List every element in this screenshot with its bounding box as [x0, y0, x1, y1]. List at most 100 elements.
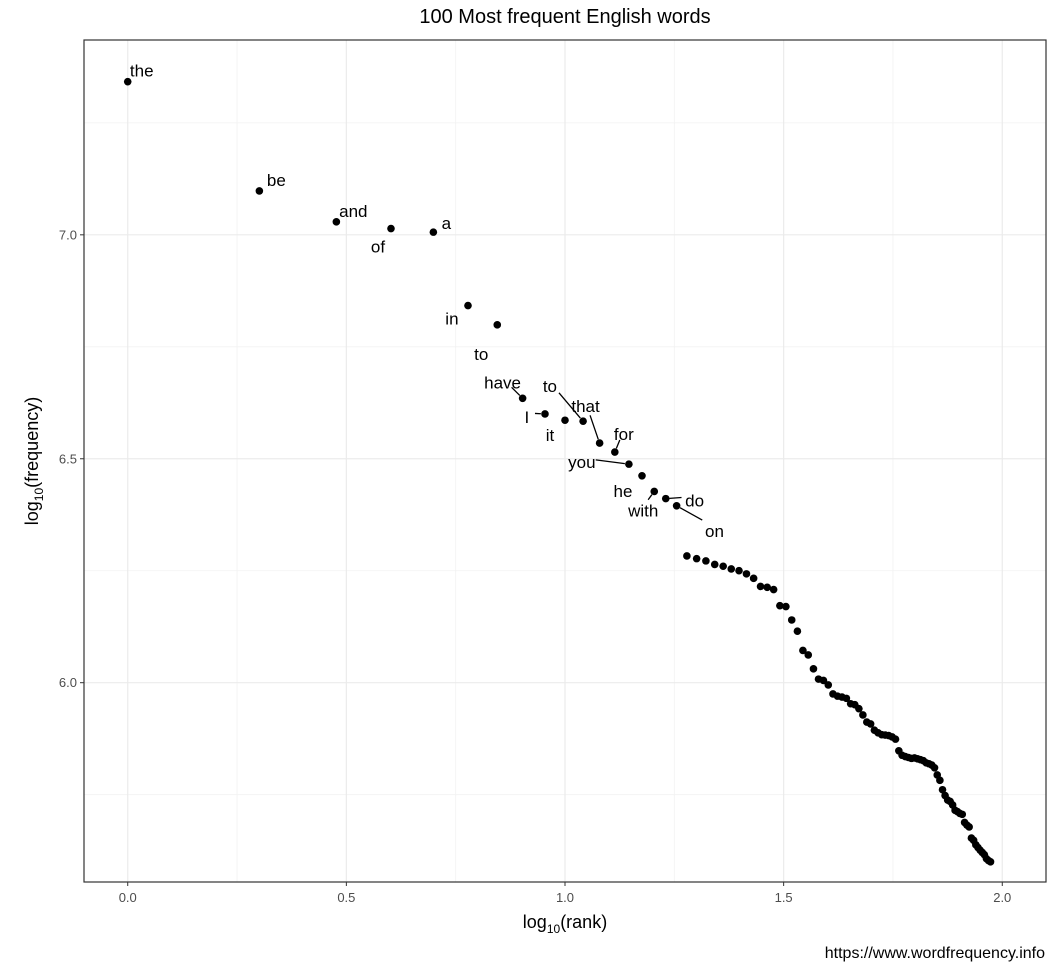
- word-label: do: [685, 492, 704, 511]
- data-point: [595, 439, 604, 447]
- data-point: [579, 417, 587, 425]
- data-point: [799, 646, 807, 655]
- data-point: [936, 776, 944, 785]
- data-point: [859, 711, 867, 719]
- word-label: it: [546, 426, 555, 445]
- data-point: [793, 627, 802, 635]
- y-axis-title-rest: (frequency): [22, 397, 42, 488]
- data-point: [332, 218, 341, 226]
- label-leader-lines: [511, 386, 703, 521]
- data-point: [769, 585, 778, 594]
- y-axis-ticks: 6.0 6.5 7.0: [59, 227, 84, 690]
- data-point: [787, 616, 796, 624]
- data-point: [776, 601, 784, 610]
- word-label: have: [484, 373, 521, 392]
- word-label: to: [474, 345, 488, 364]
- x-tick-label: 0.5: [337, 890, 355, 905]
- data-point: [782, 602, 790, 611]
- chart-title: 100 Most frequent English words: [419, 6, 710, 28]
- word-label: of: [371, 238, 385, 257]
- data-point: [710, 560, 719, 569]
- label-leader-line: [679, 507, 703, 521]
- data-point: [763, 583, 771, 592]
- data-point: [809, 665, 818, 673]
- label-leader-line: [647, 494, 653, 501]
- grid-lines: [84, 40, 1046, 882]
- data-point: [986, 858, 995, 866]
- data-point: [930, 763, 939, 772]
- x-tick-label: 1.0: [556, 890, 574, 905]
- data-point: [958, 810, 967, 819]
- data-point: [683, 552, 691, 560]
- data-points: [123, 77, 995, 866]
- label-leader-line: [615, 439, 621, 449]
- word-label: I: [525, 408, 530, 427]
- data-point: [824, 681, 833, 689]
- data-point: [891, 735, 900, 743]
- x-axis-ticks: 0.0 0.5 1.0 1.5 2.0: [119, 882, 1011, 905]
- data-point: [866, 720, 875, 728]
- data-point: [541, 410, 549, 418]
- word-label: you: [568, 453, 595, 472]
- y-tick-label: 6.0: [59, 675, 77, 690]
- x-tick-label: 2.0: [993, 890, 1011, 905]
- data-point: [742, 570, 751, 578]
- word-label: be: [267, 171, 286, 190]
- data-point: [735, 566, 743, 575]
- word-label: in: [445, 310, 458, 329]
- data-point: [650, 487, 659, 496]
- y-tick-label: 7.0: [59, 227, 77, 242]
- data-point: [692, 554, 701, 563]
- data-point: [464, 301, 472, 310]
- data-point: [429, 228, 438, 236]
- x-axis-title-rest: (rank): [560, 912, 607, 932]
- data-point: [493, 321, 502, 329]
- word-label: for: [614, 425, 634, 444]
- x-axis-title-main: log: [523, 912, 547, 932]
- y-axis-title-sub: 10: [32, 488, 46, 502]
- word-label: on: [705, 522, 724, 541]
- label-leader-line: [558, 392, 581, 419]
- data-point: [638, 471, 646, 480]
- data-point: [804, 651, 813, 659]
- y-axis-title-main: log: [22, 501, 42, 525]
- y-axis-title: log10(frequency): [22, 397, 46, 525]
- data-point: [819, 676, 828, 685]
- word-label: the: [130, 62, 154, 81]
- x-tick-label: 0.0: [119, 890, 137, 905]
- data-point: [938, 785, 947, 794]
- y-tick-label: 6.5: [59, 451, 77, 466]
- word-label: a: [442, 214, 452, 233]
- x-tick-label: 1.5: [775, 890, 793, 905]
- label-leader-line: [595, 459, 625, 465]
- data-point: [719, 562, 727, 571]
- data-point: [749, 574, 758, 583]
- data-point: [661, 494, 670, 503]
- x-axis-title: log10(rank): [523, 912, 607, 936]
- data-point: [625, 460, 633, 468]
- word-label: that: [571, 397, 600, 416]
- word-label: with: [627, 501, 658, 520]
- label-leader-line: [669, 496, 682, 499]
- data-point: [561, 416, 569, 425]
- point-labels: thebeandofaintohaveIittothatforyouhewith…: [130, 62, 724, 541]
- source-caption: https://www.wordfrequency.info: [825, 945, 1045, 962]
- data-point: [727, 565, 736, 573]
- data-point: [518, 394, 527, 403]
- word-label: to: [543, 377, 557, 396]
- data-point: [672, 501, 681, 510]
- x-axis-title-sub: 10: [547, 922, 561, 936]
- word-label: he: [613, 482, 632, 501]
- data-point: [387, 224, 395, 233]
- data-point: [123, 77, 132, 86]
- data-point: [756, 582, 765, 591]
- data-point: [702, 557, 710, 565]
- label-leader-line: [511, 386, 521, 396]
- data-point: [842, 694, 851, 703]
- data-point: [855, 704, 863, 713]
- data-point: [965, 823, 973, 831]
- word-label: and: [339, 202, 367, 221]
- data-point: [611, 448, 619, 456]
- label-leader-line: [589, 415, 599, 440]
